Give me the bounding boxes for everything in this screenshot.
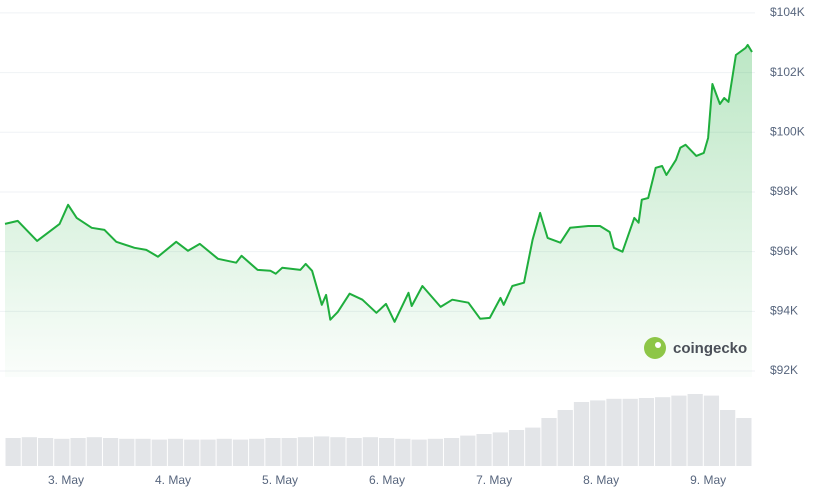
logo-eye: [655, 342, 661, 348]
volume-bar: [330, 437, 346, 466]
volume-bar: [476, 434, 492, 466]
volume-bar: [70, 438, 86, 466]
logo: [644, 337, 666, 359]
volume-bar: [573, 402, 590, 466]
price-area: [5, 44, 752, 378]
volume-bar: [86, 437, 102, 466]
volume-bar: [541, 418, 557, 466]
volume-bar: [379, 438, 395, 466]
x-tick-label: 7. May: [476, 473, 512, 487]
volume-bar: [508, 430, 525, 466]
price-line: [4, 43, 753, 323]
y-tick-label: $98K: [770, 184, 798, 198]
volume-bar: [703, 395, 720, 466]
volume-bar: [557, 410, 573, 466]
volume-bar: [655, 397, 671, 466]
x-tick-label: 3. May: [48, 473, 84, 487]
volume-bar: [21, 437, 37, 466]
volume-bar: [102, 438, 119, 466]
x-tick-label: 8. May: [583, 473, 619, 487]
y-tick-label: $96K: [770, 244, 798, 258]
volume-bar: [460, 435, 476, 466]
volume-bar: [606, 398, 622, 466]
volume-bar: [622, 398, 638, 466]
volume-bar: [119, 438, 135, 466]
volume-bar: [525, 427, 541, 466]
x-tick-label: 5. May: [262, 473, 298, 487]
volume-bar: [411, 439, 427, 466]
volume-bar: [200, 439, 216, 466]
volume-bar: [37, 438, 54, 466]
volume-bar: [492, 432, 508, 466]
volume-bar: [671, 395, 687, 466]
volume-bar: [151, 439, 167, 466]
x-tick-label: 9. May: [690, 473, 726, 487]
volume-bar: [184, 439, 200, 466]
volume-bar: [232, 439, 249, 466]
volume-bar: [720, 410, 736, 466]
y-tick-label: $102K: [770, 65, 805, 79]
x-tick-label: 4. May: [155, 473, 191, 487]
volume-bar: [54, 438, 70, 466]
volume-bar: [135, 438, 151, 466]
volume-bar: [736, 418, 752, 466]
volume-bar: [167, 438, 184, 466]
volume-bar: [346, 438, 362, 466]
volume-bar: [297, 437, 314, 466]
y-tick-label: $94K: [770, 304, 798, 318]
volume-bar: [427, 438, 443, 466]
y-tick-label: $100K: [770, 124, 805, 138]
watermark-text: coingecko: [673, 340, 747, 357]
volume-bar: [638, 398, 655, 466]
volume-bar: [249, 438, 265, 466]
y-tick-label: $104K: [770, 5, 805, 19]
volume-bar: [281, 438, 297, 466]
volume-bar: [265, 438, 281, 466]
volume-bar: [590, 400, 606, 466]
volume-bar: [687, 394, 703, 466]
volume-bar: [443, 438, 460, 466]
volume-bar: [314, 436, 330, 466]
volume-bar: [5, 438, 21, 466]
volume-bar: [395, 438, 411, 466]
volume-bar: [216, 438, 232, 466]
x-tick-label: 6. May: [369, 473, 405, 487]
watermark: coingecko: [644, 337, 747, 359]
y-tick-label: $92K: [770, 363, 798, 377]
volume-bar: [362, 437, 378, 466]
